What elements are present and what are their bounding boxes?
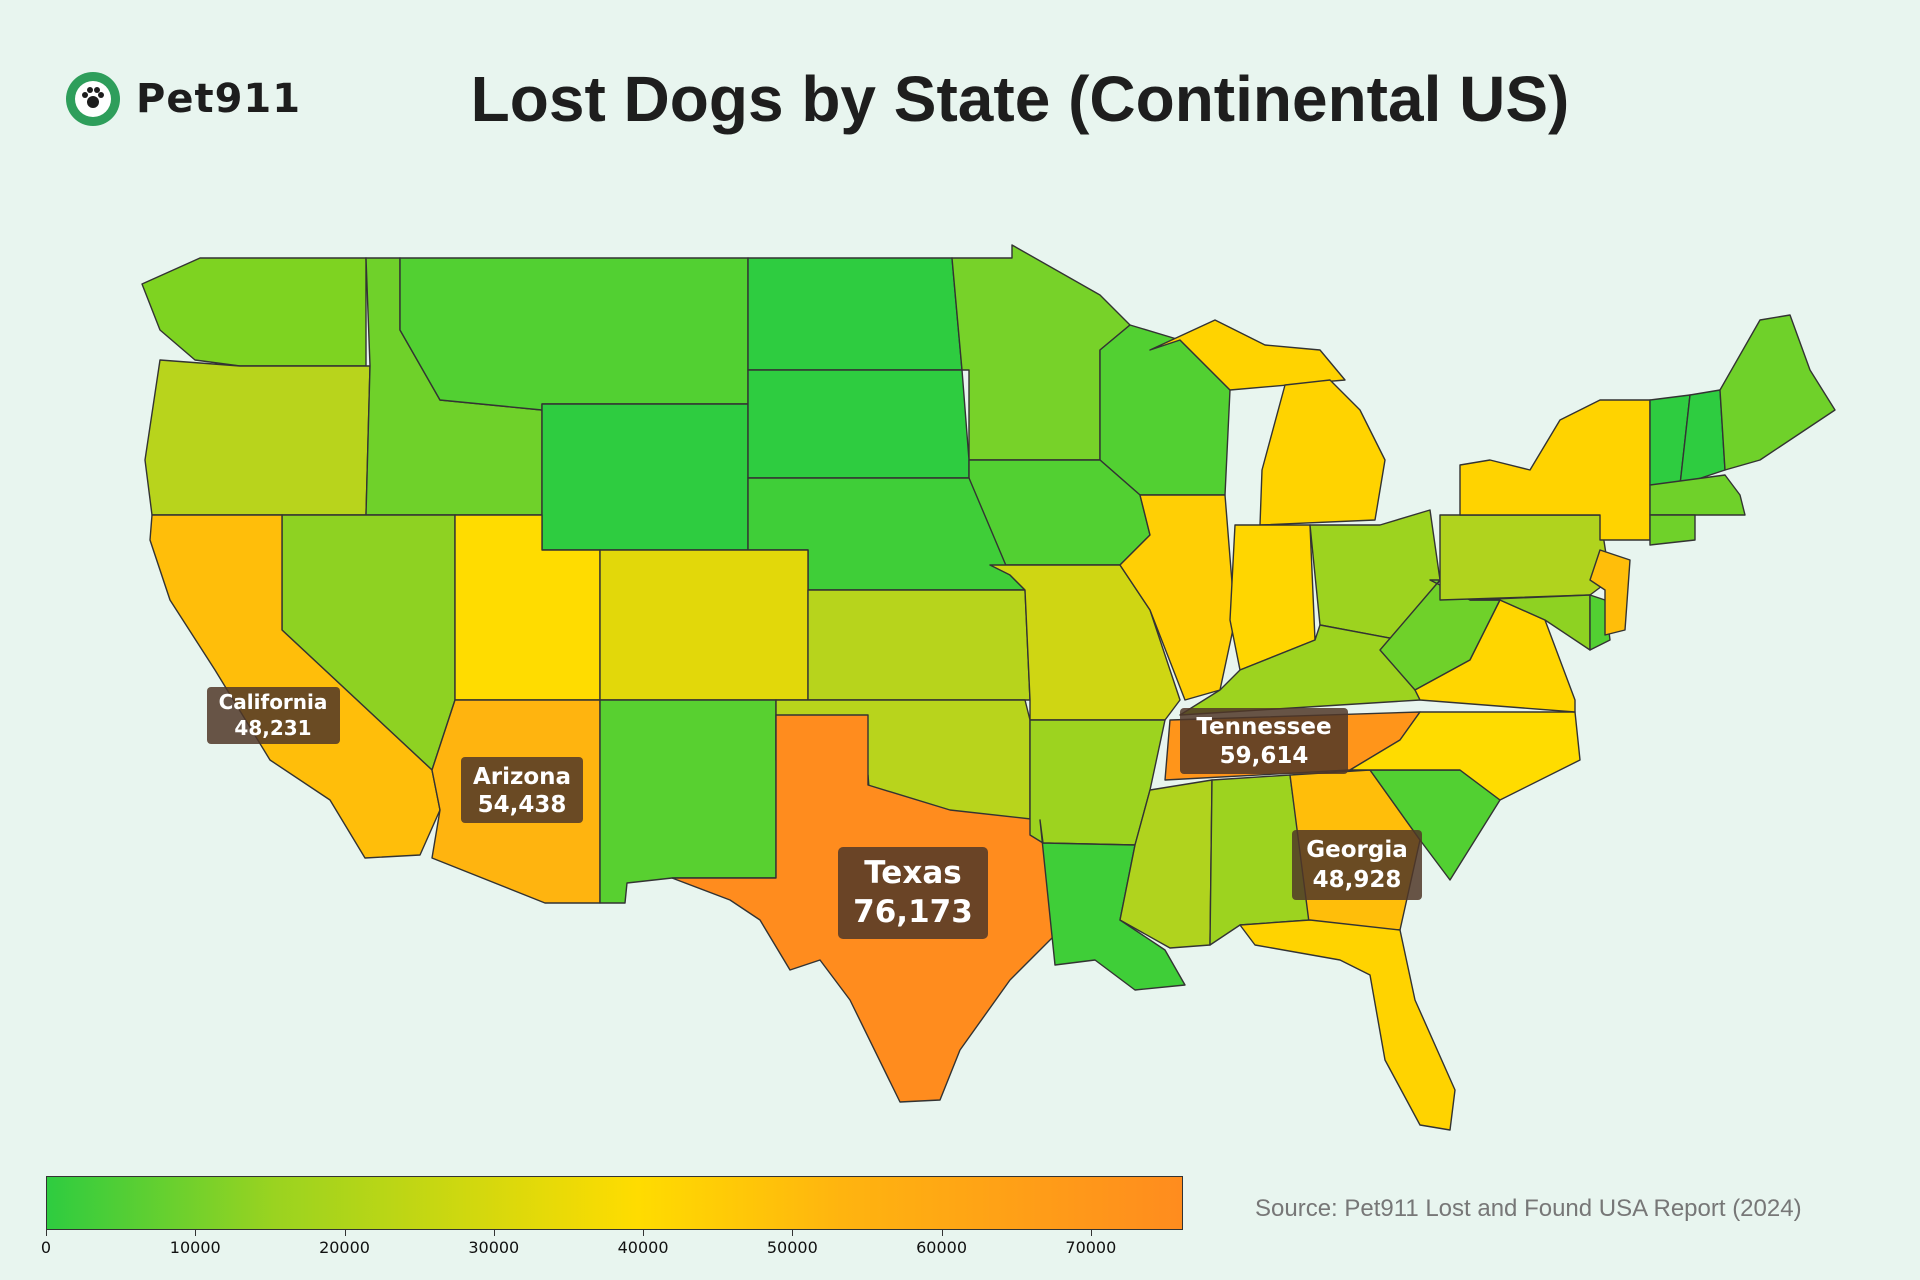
label-california-name: California [219, 690, 328, 714]
legend-tick-mark [792, 1230, 794, 1236]
state-kansas [807, 589, 1031, 701]
page-title: Lost Dogs by State (Continental US) [470, 63, 1570, 135]
legend-tick-mark [643, 1230, 645, 1236]
state-montana [399, 257, 749, 411]
legend-tick-label: 50000 [766, 1238, 818, 1257]
state-wyoming [541, 403, 749, 551]
state-connecticut [1649, 514, 1696, 546]
legend-tick-mark [195, 1230, 197, 1236]
label-georgia-name: Georgia [1306, 837, 1408, 863]
label-tennessee-name: Tennessee [1196, 714, 1331, 740]
label-california-value: 48,231 [234, 716, 311, 740]
state-maryland [1469, 594, 1591, 651]
paw-pin-icon [66, 72, 120, 126]
label-california: California 48,231 [207, 687, 340, 744]
state-maine [1719, 314, 1836, 471]
legend-tick-label: 20000 [319, 1238, 370, 1257]
label-texas-name: Texas [864, 855, 961, 891]
legend-tick-label: 40000 [617, 1238, 669, 1257]
state-illinois [1119, 494, 1236, 701]
legend-tick-mark [941, 1230, 943, 1236]
brand-logo: Pet911 [64, 70, 301, 128]
label-texas: Texas 76,173 [838, 847, 988, 939]
legend-tick-mark [493, 1230, 495, 1236]
label-arizona-value: 54,438 [478, 792, 567, 818]
state-oregon [144, 359, 371, 516]
color-scale-legend [46, 1176, 1183, 1230]
state-north-carolina [1349, 711, 1581, 801]
label-georgia-value: 48,928 [1313, 867, 1402, 893]
legend-tick-label: 70000 [1065, 1238, 1117, 1257]
legend-tick-label: 10000 [169, 1238, 221, 1257]
state-colorado [599, 549, 809, 701]
state-south-dakota [747, 369, 970, 479]
state-pennsylvania [1439, 514, 1611, 601]
label-arizona-name: Arizona [473, 764, 571, 790]
label-arizona: Arizona 54,438 [461, 757, 583, 823]
state-washington [141, 257, 367, 367]
state-new-mexico [599, 699, 777, 904]
label-georgia: Georgia 48,928 [1292, 830, 1422, 900]
legend-tick-label: 0 [40, 1238, 52, 1257]
state-michigan-up [1149, 319, 1346, 391]
state-north-dakota [747, 257, 963, 371]
legend-tick-label: 60000 [916, 1238, 968, 1257]
legend-tick-mark [1090, 1230, 1092, 1236]
state-new-jersey [1589, 549, 1631, 636]
legend-tick-mark [344, 1230, 346, 1236]
state-california [149, 514, 441, 859]
label-tennessee: Tennessee 59,614 [1180, 708, 1348, 774]
source-note: Source: Pet911 Lost and Found USA Report… [1255, 1195, 1802, 1222]
label-tennessee-value: 59,614 [1220, 743, 1309, 769]
legend-tick-mark [46, 1230, 47, 1236]
state-michigan [1259, 379, 1386, 526]
brand-name: Pet911 [136, 76, 302, 122]
state-florida [1239, 919, 1456, 1131]
label-texas-value: 76,173 [853, 894, 973, 930]
legend-tick-label: 30000 [468, 1238, 520, 1257]
